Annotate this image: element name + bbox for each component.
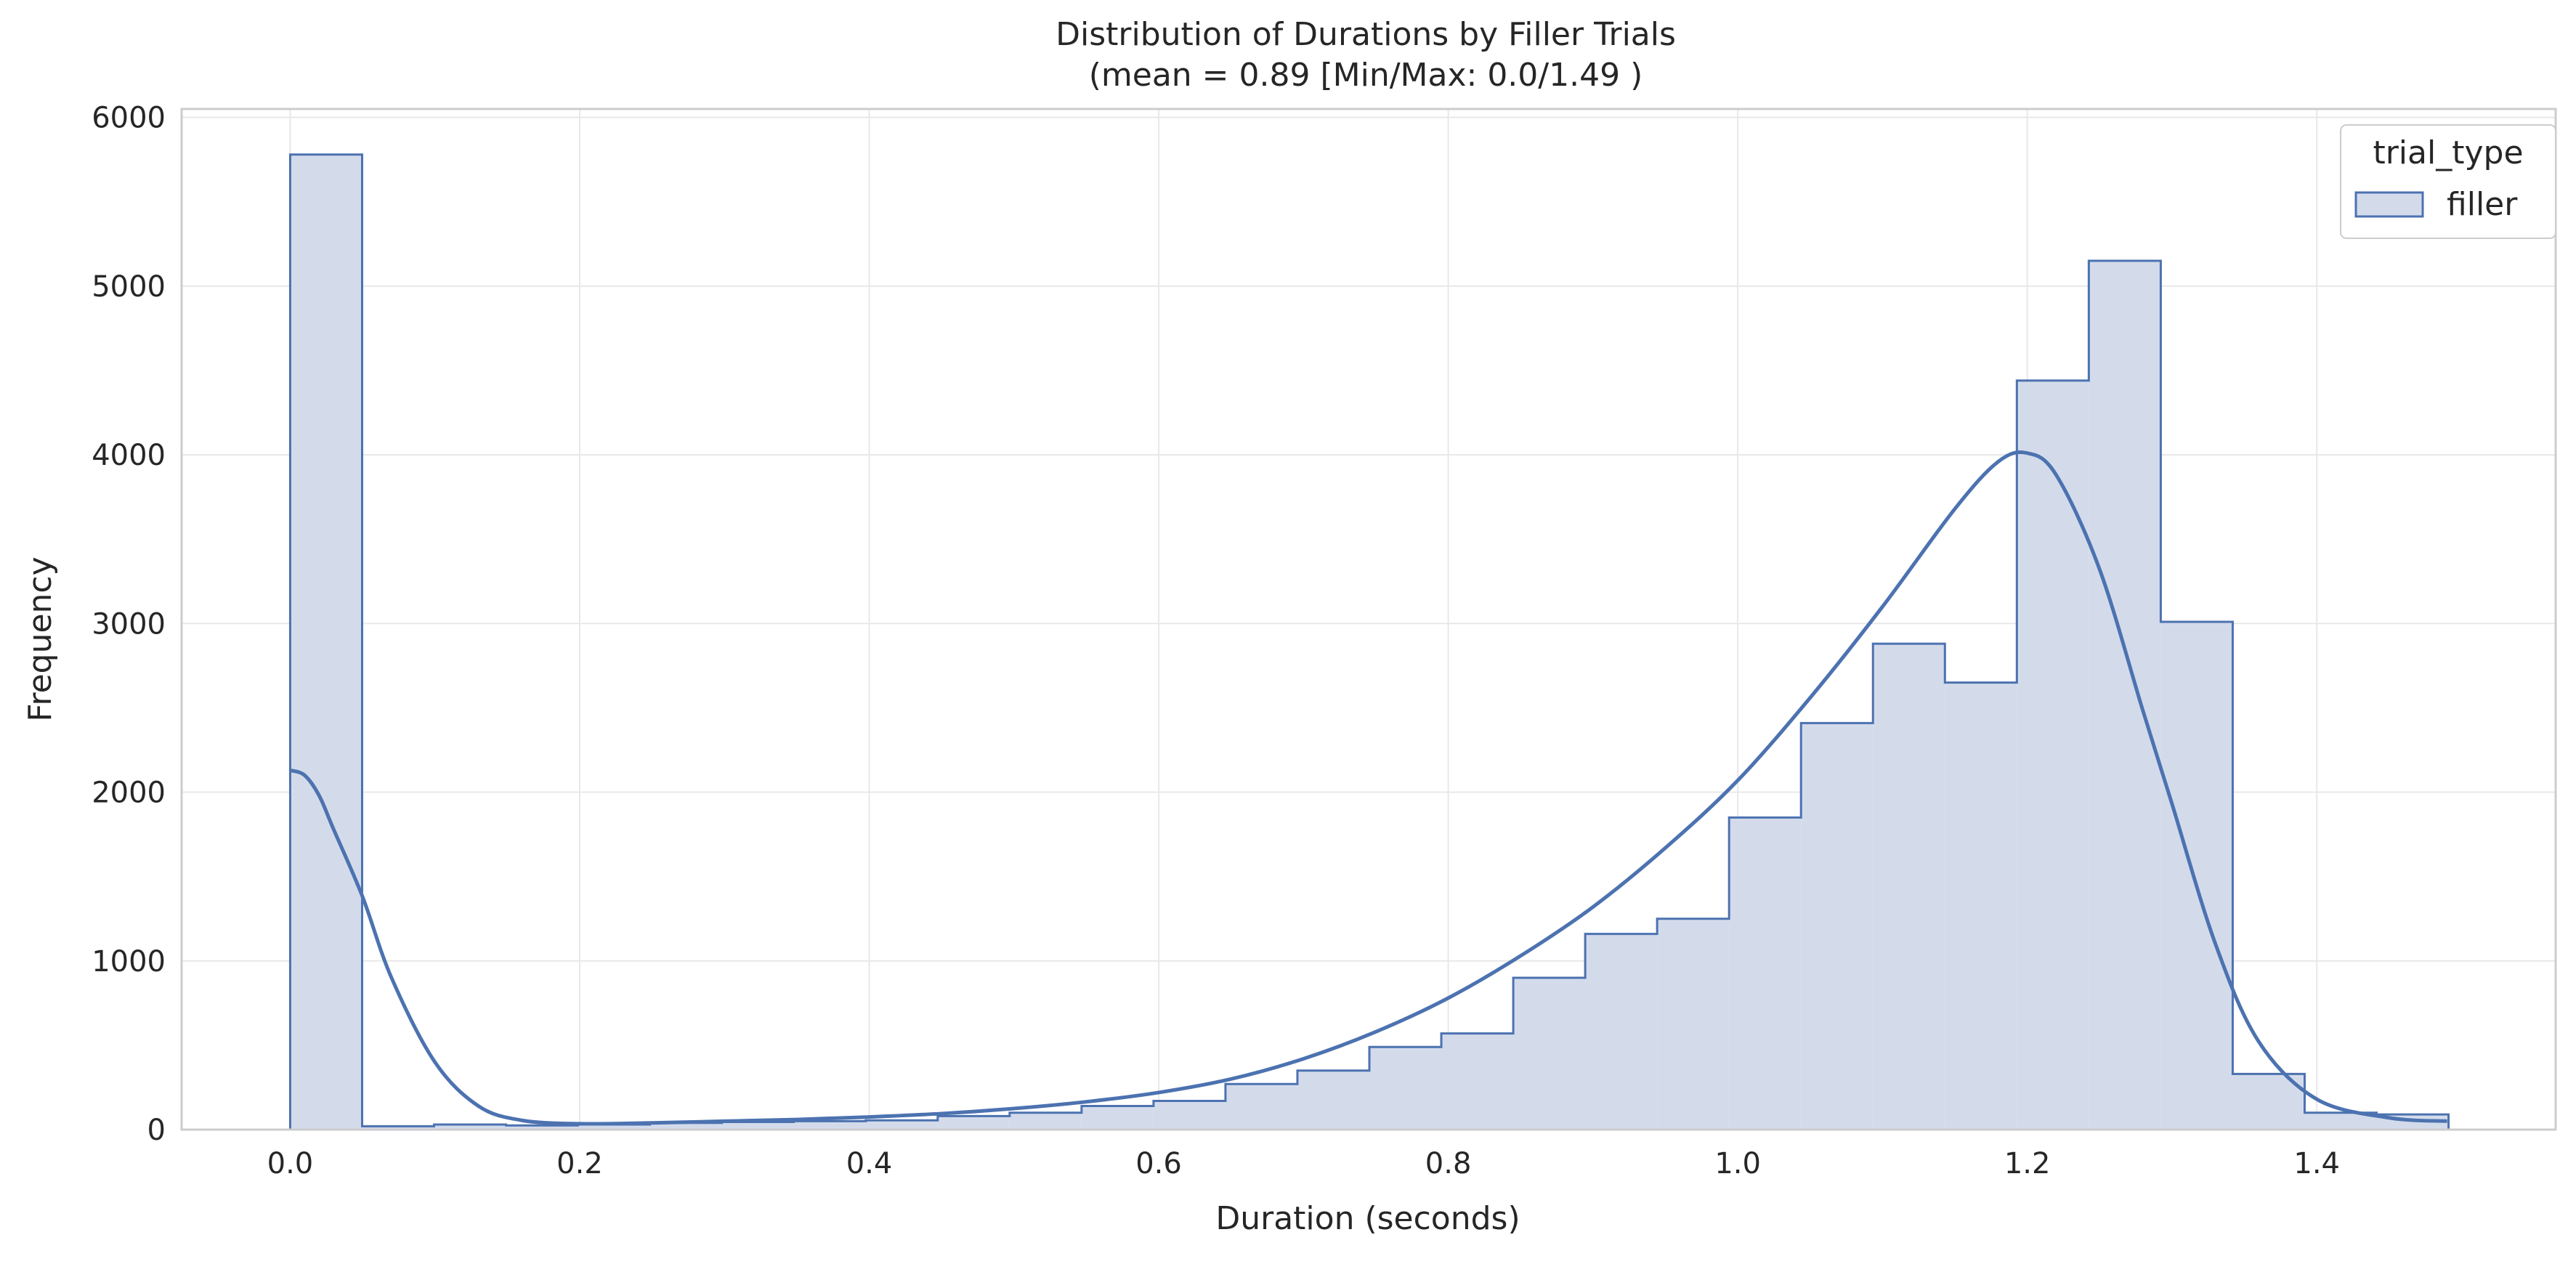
histogram-bar xyxy=(1513,977,1586,1130)
kde-curve xyxy=(289,450,2447,1126)
histogram-bar xyxy=(1225,1084,1297,1130)
histogram-bar xyxy=(1585,933,1658,1130)
chart-subtitle: (mean = 0.89 [Min/Max: 0.0/1.49 ) xyxy=(1089,57,1643,94)
chart-title: Distribution of Durations by Filler Tria… xyxy=(1056,16,1676,53)
histogram-bar xyxy=(2160,621,2233,1130)
histogram-bar xyxy=(2017,380,2089,1130)
histogram-bar xyxy=(1873,644,1945,1130)
x-tick-label: 0.0 xyxy=(267,1147,314,1180)
histogram-bar xyxy=(1801,723,1874,1130)
x-tick-label: 1.4 xyxy=(2293,1147,2340,1180)
x-tick-label: 0.6 xyxy=(1135,1147,1182,1180)
histogram-bar xyxy=(1297,1070,1369,1130)
histogram-bar xyxy=(649,1122,722,1130)
histogram-bar xyxy=(434,1125,506,1130)
legend-title: trial_type xyxy=(2373,134,2523,171)
y-tick-label: 0 xyxy=(147,1114,166,1147)
histogram-bar xyxy=(1657,918,1730,1130)
histogram-bar xyxy=(362,1126,434,1130)
histogram-bar xyxy=(721,1122,794,1130)
x-axis-label: Duration (seconds) xyxy=(1215,1200,1520,1237)
histogram-bar xyxy=(578,1125,650,1130)
bars-layer xyxy=(288,153,2450,1130)
y-tick-label: 3000 xyxy=(92,607,166,641)
x-tick-label: 1.0 xyxy=(1714,1147,1761,1180)
y-tick-label: 1000 xyxy=(92,945,166,979)
y-axis-ticks: 0 1000 2000 3000 4000 5000 6000 xyxy=(92,102,166,1147)
histogram-bar xyxy=(865,1120,938,1130)
legend-label-filler: filler xyxy=(2447,186,2518,223)
legend: trial_type filler xyxy=(2340,124,2556,239)
plot-frame xyxy=(180,108,2557,1131)
histogram-bar xyxy=(1945,682,2017,1130)
kde-layer xyxy=(289,450,2447,1126)
x-tick-label: 0.8 xyxy=(1425,1147,1472,1180)
histogram-bar xyxy=(793,1121,866,1130)
y-tick-label: 2000 xyxy=(92,777,166,810)
histogram-bar xyxy=(1153,1101,1226,1130)
histogram-bar xyxy=(1369,1047,1442,1130)
histogram-bar xyxy=(1729,817,1802,1130)
histogram-bar xyxy=(937,1116,1010,1130)
y-tick-label: 4000 xyxy=(92,439,166,472)
histogram-bar xyxy=(2304,1112,2377,1130)
y-tick-label: 5000 xyxy=(92,270,166,304)
axes-frame xyxy=(180,108,2557,1131)
y-tick-label: 6000 xyxy=(92,102,166,135)
histogram-bar xyxy=(290,154,362,1130)
x-tick-label: 0.2 xyxy=(556,1147,603,1180)
histogram-bar xyxy=(2089,261,2161,1130)
x-tick-label: 1.2 xyxy=(2004,1147,2051,1180)
histogram-bar xyxy=(506,1125,578,1130)
x-axis-ticks: 0.0 0.2 0.4 0.6 0.8 1.0 1.2 1.4 xyxy=(267,1147,2340,1180)
y-axis-label: Frequency xyxy=(22,556,59,721)
x-tick-label: 0.4 xyxy=(846,1147,893,1180)
histogram-bar xyxy=(1009,1112,1082,1130)
histogram-bar xyxy=(1081,1106,1154,1130)
legend-swatch-filler xyxy=(2354,191,2424,218)
histogram-bar xyxy=(1441,1033,1514,1130)
